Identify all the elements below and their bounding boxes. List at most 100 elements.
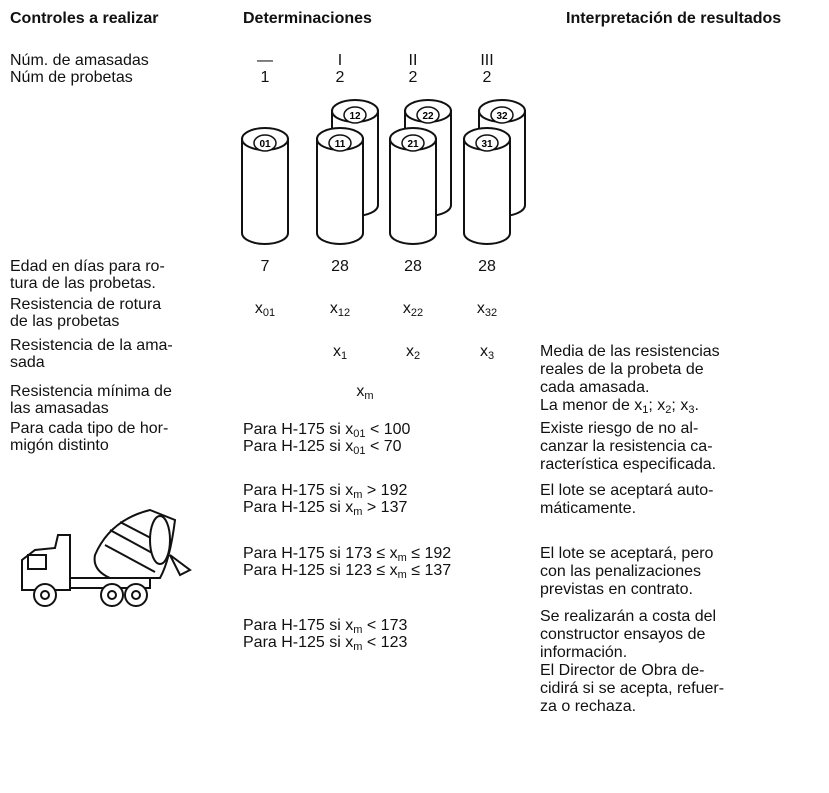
subscript: m [353, 489, 363, 501]
interpretation: cada amasada. [540, 379, 650, 396]
cylinder-tag [328, 134, 352, 152]
batch-strength: x2 [405, 343, 421, 362]
age-days: 28 [404, 258, 422, 275]
interpretation: con las penalizaciones [540, 563, 701, 580]
cylinder-tag [475, 134, 499, 152]
interpretation: cidirá si se acepta, refuer- [540, 680, 725, 697]
text-part: x [254, 300, 263, 317]
text-part: < 100 [365, 421, 411, 438]
subscript: 12 [337, 307, 351, 319]
specimen-count: 2 [482, 69, 492, 86]
header: Controles a realizar [10, 10, 159, 27]
text-part: Para H-175 si x [243, 482, 354, 499]
interpretation: canzar la resistencia ca- [540, 438, 713, 455]
subscript: 3 [487, 350, 495, 362]
condition: Para H-175 si x01 < 100 [243, 421, 411, 440]
text-part: x [329, 300, 338, 317]
control-label: tura de las probetas. [10, 275, 156, 292]
text-part: ; x [648, 397, 666, 414]
age-days: 28 [331, 258, 349, 275]
condition: Para H-175 si xm > 192 [243, 482, 408, 501]
interpretation: previstas en contrato. [540, 581, 693, 598]
text-part: x [405, 343, 414, 360]
interpretation: El lote se aceptará, pero [540, 545, 714, 562]
control-label: Para cada tipo de hor- [10, 420, 169, 437]
condition: Para H-125 si xm < 123 [243, 634, 408, 653]
text-part: Para H-125 si x [243, 634, 354, 651]
interpretation: La menor de x1; x2; x3. [540, 397, 699, 416]
text-part: < 173 [362, 617, 408, 634]
cylinder-label: 11 [335, 139, 346, 150]
batch-strength: x1 [333, 343, 348, 362]
specimen-strength: x01 [254, 300, 275, 319]
control-label: Resistencia mínima de [10, 383, 172, 400]
subscript: m [353, 641, 363, 653]
subscript: 1 [642, 404, 649, 416]
subscript: m [397, 552, 407, 564]
header: Interpretación de resultados [566, 10, 782, 27]
subscript: 3 [688, 404, 695, 416]
interpretation: El Director de Obra de- [540, 662, 705, 679]
condition: Para H-125 si 123 ≤ xm ≤ 137 [243, 562, 451, 581]
text-part: Para H-125 si 123 ≤ x [243, 562, 398, 579]
subscript: m [353, 624, 363, 636]
age-days: 28 [478, 258, 496, 275]
condition: Para H-175 si 173 ≤ xm ≤ 192 [243, 545, 452, 564]
cylinder-tag [490, 106, 514, 124]
interpretation: za o rechaza. [540, 698, 637, 715]
interpretation: máticamente. [540, 500, 637, 517]
cylinder-label: 12 [349, 111, 361, 122]
subscript: 32 [484, 307, 498, 319]
cylinder-body [463, 138, 511, 245]
text-part: > 137 [362, 499, 408, 516]
text-part: > 192 [362, 482, 408, 499]
subscript: 1 [340, 350, 348, 362]
interpretation: reales de la probeta de [540, 361, 704, 378]
control-label: Núm. de amasadas [10, 52, 149, 69]
cylinder-tag [401, 134, 425, 152]
subscript: m [397, 569, 407, 581]
age-days: 7 [260, 258, 270, 275]
control-label: Edad en días para ro- [10, 258, 165, 275]
header: Determinaciones [243, 10, 372, 27]
cylinder-tag [416, 106, 440, 124]
cylinder-label: 31 [481, 139, 493, 150]
interpretation: El lote se aceptará auto- [540, 482, 714, 499]
text-part: < 70 [365, 438, 402, 455]
text-part: Para H-175 si x [243, 421, 354, 438]
subscript: 01 [353, 428, 366, 440]
cylinder-label: 21 [407, 139, 419, 150]
text-part: Para H-125 si x [243, 438, 354, 455]
control-label: migón distinto [10, 437, 109, 454]
text-part: x [356, 383, 365, 400]
subscript: 01 [353, 445, 366, 457]
cylinder-label: 01 [259, 139, 271, 150]
control-label: de las probetas [10, 313, 120, 330]
cylinder-tag [253, 134, 277, 152]
condition: Para H-125 si x01 < 70 [243, 438, 402, 457]
interpretation: constructor ensayos de [540, 626, 706, 643]
interpretation: Existe riesgo de no al- [540, 420, 699, 437]
batch-number: II [408, 52, 418, 69]
text-part: ≤ 192 [406, 545, 452, 562]
cylinder-body [316, 138, 364, 245]
cylinder-label: 32 [496, 111, 508, 122]
specimen-count: 2 [335, 69, 345, 86]
condition: Para H-125 si xm > 137 [243, 499, 408, 518]
interpretation: Se realizarán a costa del [540, 608, 717, 625]
batch-number: — [257, 52, 273, 69]
batch-number: III [480, 52, 494, 69]
text-part: < 123 [362, 634, 408, 651]
specimen-count: 2 [408, 69, 418, 86]
control-label: Núm de probetas [10, 69, 133, 86]
batch-strength: x3 [480, 343, 495, 362]
subscript: 2 [413, 350, 421, 362]
concrete-truck [21, 508, 192, 607]
subscript: 2 [665, 404, 672, 416]
condition: Para H-175 si xm < 173 [243, 617, 408, 636]
cylinder-body [389, 138, 437, 245]
interpretation: racterística especificada. [540, 456, 717, 473]
